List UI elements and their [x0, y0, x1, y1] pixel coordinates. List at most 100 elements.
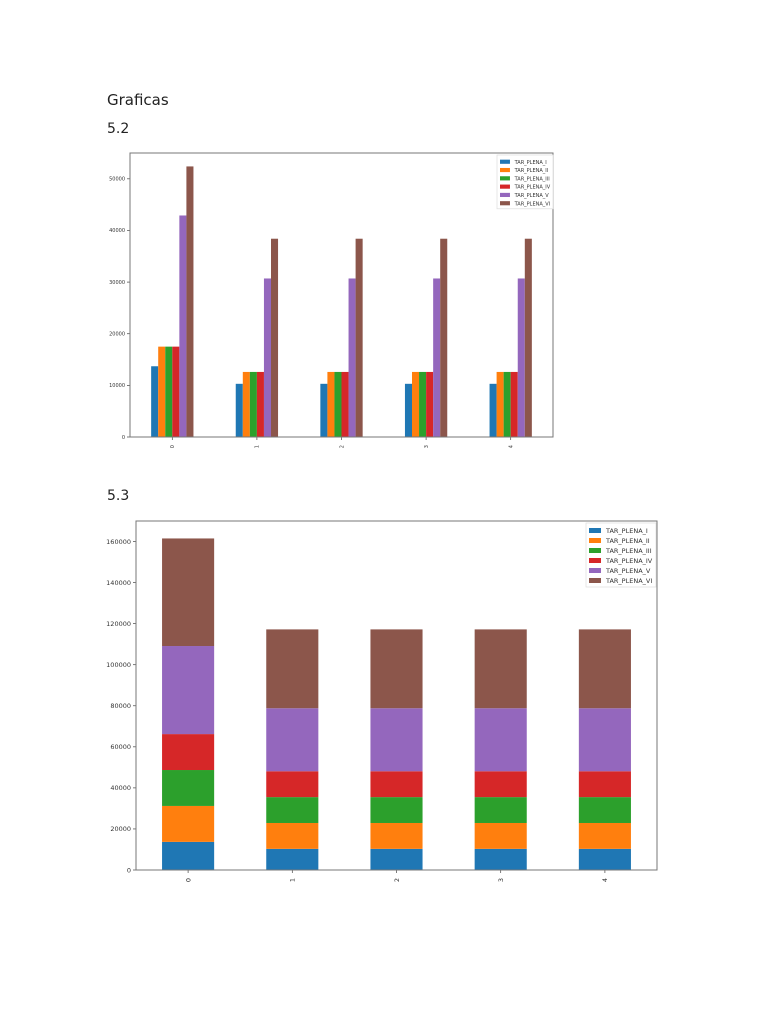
y-tick-label: 100000: [106, 661, 131, 669]
bar-segment: [266, 629, 319, 709]
bar-segment: [266, 797, 319, 823]
legend-swatch: [500, 176, 510, 181]
section-5-2-title: 5.2: [107, 121, 130, 137]
legend: [585, 522, 657, 588]
legend: [496, 154, 554, 210]
bar: [151, 366, 159, 437]
legend-swatch: [500, 159, 510, 164]
legend-swatch: [500, 201, 510, 206]
legend-label: TAR_PLENA_I: [514, 160, 547, 166]
bar-segment: [162, 805, 215, 842]
bar-segment: [162, 770, 215, 806]
bar: [249, 371, 257, 437]
bar-segment: [370, 848, 423, 870]
bar: [235, 383, 243, 437]
bar: [355, 238, 363, 437]
legend-label: TAR_PLENA_VI: [514, 201, 551, 207]
bar: [433, 278, 441, 437]
y-tick-label: 50000: [109, 177, 125, 183]
legend-swatch: [589, 548, 601, 553]
y-tick-label: 120000: [106, 620, 131, 628]
bar: [348, 278, 356, 437]
bar-segment: [578, 848, 631, 870]
legend-label: TAR_PLENA_II: [514, 168, 549, 174]
plot-frame: [135, 520, 658, 871]
bar-segment: [578, 822, 631, 849]
bar-segment: [474, 848, 527, 870]
bar: [334, 371, 342, 437]
bar-segment: [370, 629, 423, 709]
bar-segment: [266, 771, 319, 798]
bar: [503, 371, 511, 437]
legend-label: TAR_PLENA_III: [514, 176, 550, 182]
y-tick-label: 20000: [110, 825, 131, 833]
bar: [179, 215, 187, 437]
bar-segment: [370, 771, 423, 798]
x-tick-label: 2: [339, 445, 345, 448]
legend-swatch: [589, 578, 601, 583]
bar-segment: [474, 822, 527, 849]
y-tick-label: 0: [127, 866, 131, 874]
legend-swatch: [589, 558, 601, 563]
legend-swatch: [500, 184, 510, 189]
x-tick-label: 1: [289, 878, 297, 882]
x-tick-label: 1: [255, 445, 261, 448]
bar: [489, 383, 497, 437]
x-tick-label: 2: [393, 878, 401, 882]
bar-segment: [162, 646, 215, 735]
y-tick-label: 160000: [106, 538, 131, 546]
bar-segment: [578, 708, 631, 772]
y-tick-label: 0: [122, 435, 125, 441]
legend-label: TAR_PLENA_I: [605, 527, 648, 535]
legend-swatch: [589, 528, 601, 533]
plot-frame: [129, 152, 554, 438]
bar: [517, 278, 525, 437]
y-tick-label: 10000: [109, 383, 125, 389]
bar: [256, 371, 264, 437]
bar: [320, 383, 328, 437]
y-tick-label: 80000: [110, 702, 131, 710]
x-tick-label: 0: [184, 878, 192, 882]
bar: [263, 278, 271, 437]
legend-label: TAR_PLENA_IV: [605, 557, 653, 565]
y-tick-label: 20000: [109, 331, 125, 337]
bar-segment: [578, 771, 631, 798]
legend-label: TAR_PLENA_II: [605, 537, 650, 545]
bar: [524, 238, 532, 437]
document-heading: Graficas: [107, 91, 169, 109]
bar-segment: [474, 708, 527, 772]
bar: [341, 371, 349, 437]
bar: [426, 371, 434, 437]
bar-segment: [266, 822, 319, 849]
bar: [412, 371, 420, 437]
bar-segment: [162, 538, 215, 647]
legend-label: TAR_PLENA_V: [514, 193, 550, 199]
bar: [172, 346, 180, 437]
bar-segment: [578, 797, 631, 823]
bar-segment: [578, 629, 631, 709]
x-tick-label: 3: [424, 445, 430, 448]
bar: [404, 383, 412, 437]
bar-segment: [370, 708, 423, 772]
x-tick-label: 3: [497, 878, 505, 882]
x-tick-label: 4: [601, 878, 609, 882]
y-tick-label: 40000: [109, 228, 125, 234]
section-5-3-title: 5.3: [107, 488, 130, 504]
legend-label: TAR_PLENA_VI: [605, 577, 652, 585]
bar-segment: [474, 797, 527, 823]
bar-segment: [266, 708, 319, 772]
legend-swatch: [589, 568, 601, 573]
bar: [165, 346, 173, 437]
y-tick-label: 60000: [110, 743, 131, 751]
y-tick-label: 140000: [106, 579, 131, 587]
bar: [440, 238, 448, 437]
bar: [496, 371, 504, 437]
y-tick-label: 30000: [109, 280, 125, 286]
bar-segment: [266, 848, 319, 870]
bar-segment: [162, 734, 215, 771]
legend-swatch: [589, 538, 601, 543]
bar: [186, 166, 194, 437]
legend-swatch: [500, 192, 510, 198]
